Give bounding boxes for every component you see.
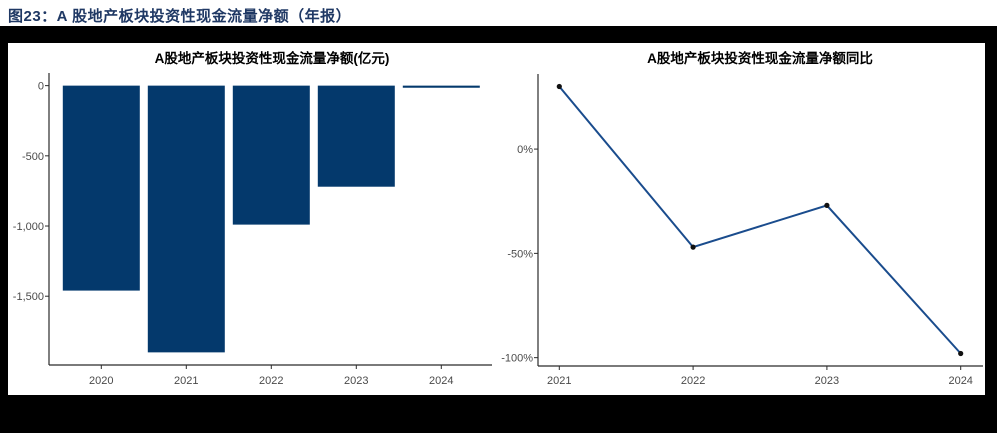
point-2023 — [824, 202, 830, 208]
point-2021 — [556, 83, 562, 90]
x-tick-label: 2024 — [429, 375, 453, 387]
bar-2021 — [147, 85, 225, 353]
x-tick-label: 2023 — [344, 375, 368, 387]
bar-2022 — [232, 85, 310, 225]
line-chart-plot-area: 0% -50% -100% 2021 2022 2023 2024 — [501, 74, 983, 387]
bar-chart-plot-area: 0 -500 -1,000 -1,500 2020 2021 2022 2023 2024 — [13, 73, 492, 387]
line-chart-title: A股地产板块投资性现金流量净额同比 — [647, 50, 873, 66]
x-tick-label: 2020 — [89, 375, 113, 387]
point-2024 — [958, 350, 964, 357]
y-tick-label: -1,000 — [13, 221, 44, 233]
line-series — [558, 85, 962, 355]
x-tick-label: 2023 — [815, 375, 839, 387]
y-tick-label: 0 — [38, 81, 44, 93]
chart-panel-container: A股地产板块投资性现金流量净额(亿元) 0 -500 -1,000 -1,500 202… — [8, 43, 985, 395]
y-tick-label: 0% — [517, 144, 533, 156]
x-tick-label: 2021 — [547, 375, 571, 387]
bar-2023 — [317, 85, 395, 187]
x-tick-label: 2021 — [174, 375, 198, 387]
bar-2020 — [62, 85, 140, 291]
bar-chart: A股地产板块投资性现金流量净额(亿元) 0 -500 -1,000 -1,500 202… — [13, 50, 492, 387]
x-tick-label: 2024 — [948, 375, 972, 387]
bar-2024 — [402, 85, 480, 88]
y-tick-label: -500 — [22, 151, 44, 163]
chart-frame: A股地产板块投资性现金流量净额(亿元) 0 -500 -1,000 -1,500 202… — [0, 26, 997, 433]
bar-chart-title: A股地产板块投资性现金流量净额(亿元) — [155, 50, 390, 66]
line-chart: A股地产板块投资性现金流量净额同比 0% -50% -100% 2021 2022 202… — [501, 50, 983, 387]
y-tick-label: -100% — [501, 353, 533, 365]
x-tick-label: 2022 — [259, 375, 283, 387]
y-tick-label: -1,500 — [13, 291, 44, 303]
y-tick-label: -50% — [507, 248, 533, 260]
figure-title: 图23：A 股地产板块投资性现金流量净额（年报） — [8, 8, 352, 25]
point-2022 — [690, 244, 696, 250]
x-tick-label: 2022 — [681, 375, 705, 387]
